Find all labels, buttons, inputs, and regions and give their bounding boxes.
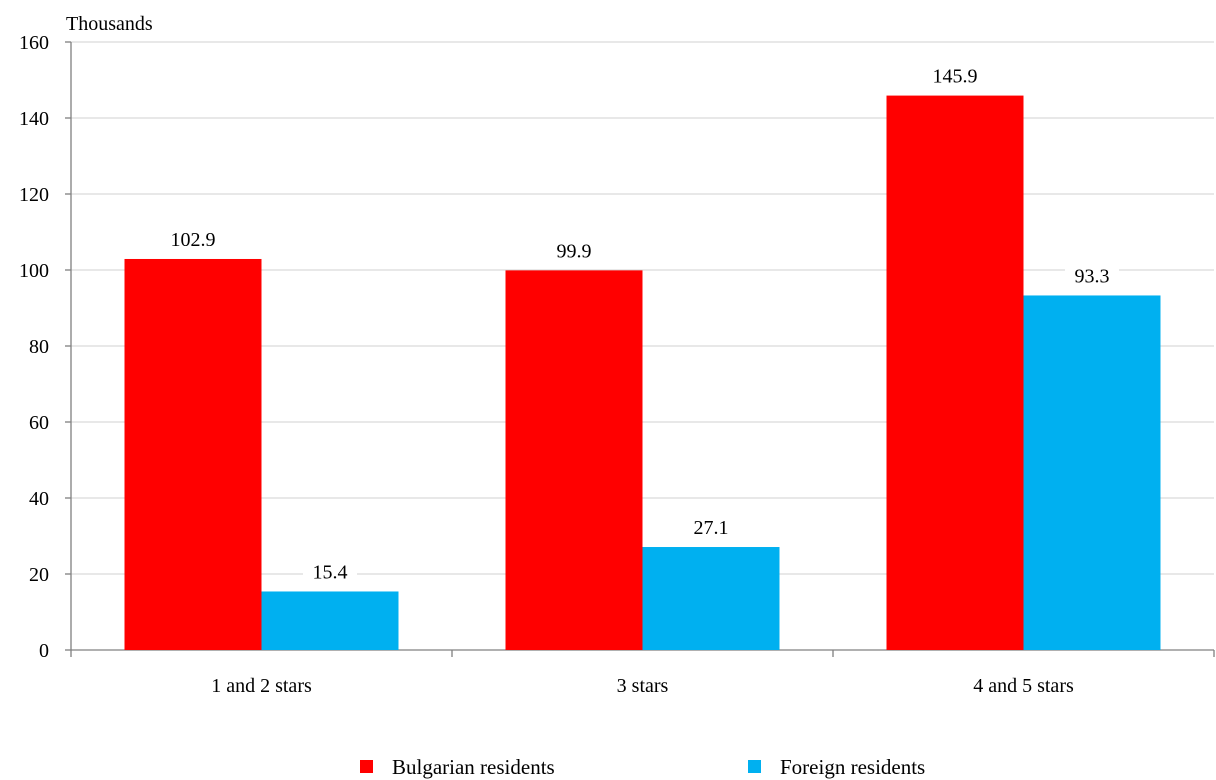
y-tick-label: 20 bbox=[29, 564, 49, 586]
y-tick-label: 100 bbox=[19, 260, 49, 282]
bar bbox=[886, 95, 1024, 650]
data-label-background bbox=[160, 225, 226, 252]
y-tick-label: 140 bbox=[19, 108, 49, 130]
x-tick-label: 4 and 5 stars bbox=[973, 675, 1074, 697]
data-label: 27.1 bbox=[694, 517, 729, 539]
legend: Bulgarian residents Foreign residents bbox=[360, 755, 925, 779]
data-label: 145.9 bbox=[933, 66, 978, 88]
bar bbox=[505, 270, 643, 650]
bar bbox=[261, 591, 399, 650]
bar bbox=[642, 547, 780, 650]
y-tick-label: 120 bbox=[19, 184, 49, 206]
y-axis-ticks: 0 20 40 60 80 100 120 140 160 bbox=[19, 32, 71, 662]
data-label-background bbox=[1065, 262, 1119, 289]
y-tick-label: 80 bbox=[29, 336, 49, 358]
y-tick-label: 160 bbox=[19, 32, 49, 54]
data-label-background bbox=[922, 62, 988, 89]
data-label: 102.9 bbox=[171, 229, 216, 251]
legend-swatch bbox=[360, 760, 373, 773]
x-tick-label: 3 stars bbox=[617, 675, 669, 697]
bar bbox=[124, 258, 262, 650]
y-axis-unit-label: Thousands bbox=[66, 13, 153, 35]
x-axis-ticks: 1 and 2 stars 3 stars 4 and 5 stars bbox=[70, 650, 1215, 697]
bars: 102.9 15.4 99.9 27.1 145.9 93.3 bbox=[124, 62, 1161, 650]
data-label: 99.9 bbox=[557, 240, 592, 262]
y-tick-label: 60 bbox=[29, 412, 49, 434]
y-tick-label: 40 bbox=[29, 488, 49, 510]
legend-swatch bbox=[748, 760, 761, 773]
x-tick-label: 1 and 2 stars bbox=[211, 675, 312, 697]
data-label-background bbox=[684, 514, 738, 541]
data-label-background bbox=[303, 558, 357, 585]
data-label: 93.3 bbox=[1075, 265, 1110, 287]
y-tick-label: 0 bbox=[39, 640, 49, 662]
legend-label: Foreign residents bbox=[780, 755, 925, 779]
bar bbox=[1023, 295, 1161, 650]
data-label: 15.4 bbox=[313, 561, 348, 583]
data-label-background bbox=[547, 237, 601, 264]
legend-label: Bulgarian residents bbox=[392, 755, 555, 779]
